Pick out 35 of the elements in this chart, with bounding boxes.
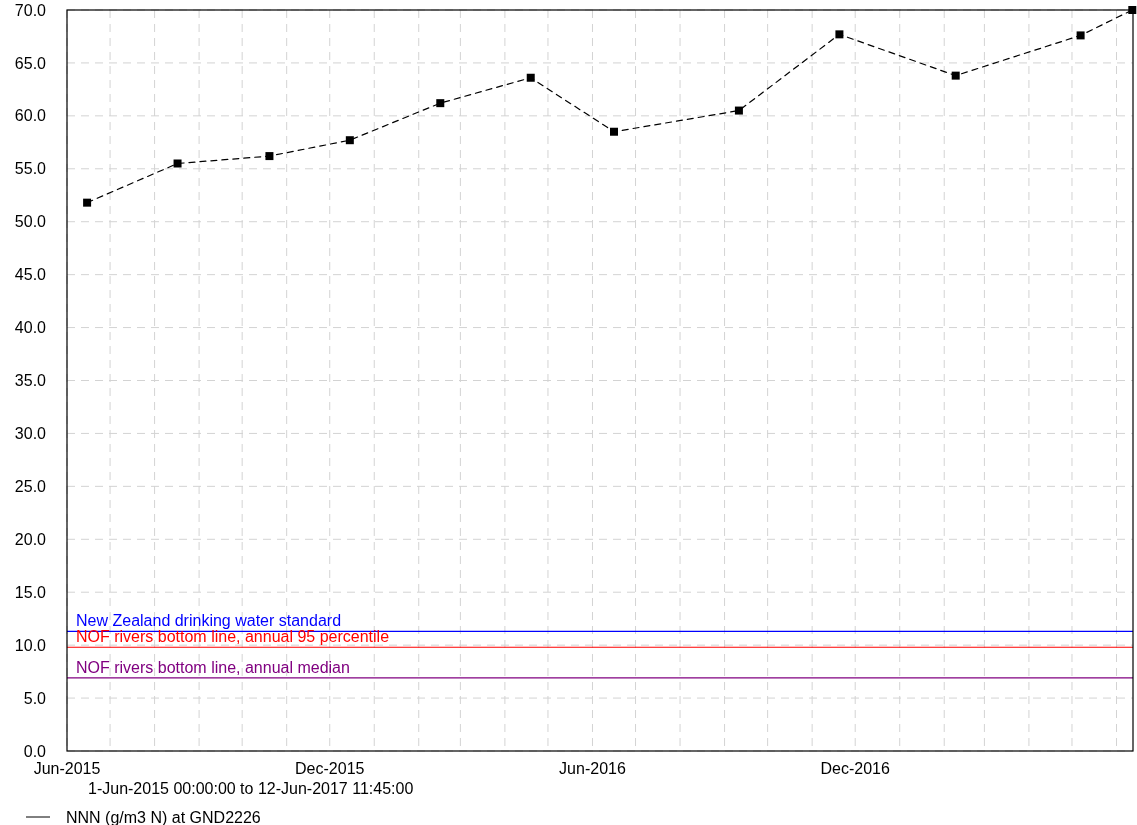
y-tick-label: 45.0 [14, 266, 47, 284]
point [951, 71, 960, 80]
y-tick-label: 55.0 [14, 160, 47, 178]
point [610, 127, 619, 136]
y-tick-label: 40.0 [14, 319, 47, 337]
y-tick-label: 10.0 [14, 636, 47, 654]
x-tick-label: Dec-2015 [295, 760, 365, 777]
y-tick-label: 65.0 [14, 54, 47, 72]
y-tick-label: 70.0 [14, 1, 47, 19]
x-tick-label: Jun-2016 [559, 760, 626, 777]
point [436, 99, 445, 108]
point [734, 106, 743, 115]
y-tick-label: 30.0 [14, 425, 47, 443]
y-tick-label: 50.0 [14, 213, 47, 231]
point [1076, 31, 1085, 40]
x-axis-title: 1-Jun-2015 00:00:00 to 12-Jun-2017 11:45:00 [88, 780, 414, 797]
y-tick-label: 60.0 [14, 107, 47, 125]
point [835, 30, 844, 39]
point [345, 136, 354, 145]
x-tick-label: Jun-2015 [33, 760, 101, 777]
y-tick-label: 0.0 [23, 742, 47, 760]
ref-line-label: New Zealand drinking water standard [76, 612, 342, 630]
point [526, 73, 535, 82]
y-tick-label: 5.0 [23, 689, 47, 707]
point [83, 198, 92, 207]
x-tick-label: Dec-2016 [820, 760, 890, 777]
y-tick-label: 25.0 [14, 477, 47, 495]
legend-label: NNN (g/m3 N) at GND2226 [66, 808, 261, 825]
point [173, 159, 182, 168]
point [265, 152, 274, 161]
ref-line-label: NOF rivers bottom line, annual 95 percentile [76, 628, 390, 646]
y-tick-label: 35.0 [14, 372, 47, 390]
y-tick-label: 20.0 [14, 530, 47, 548]
ref-line-label: NOF rivers bottom line, annual median [76, 658, 350, 676]
y-tick-label: 15.0 [14, 583, 47, 601]
